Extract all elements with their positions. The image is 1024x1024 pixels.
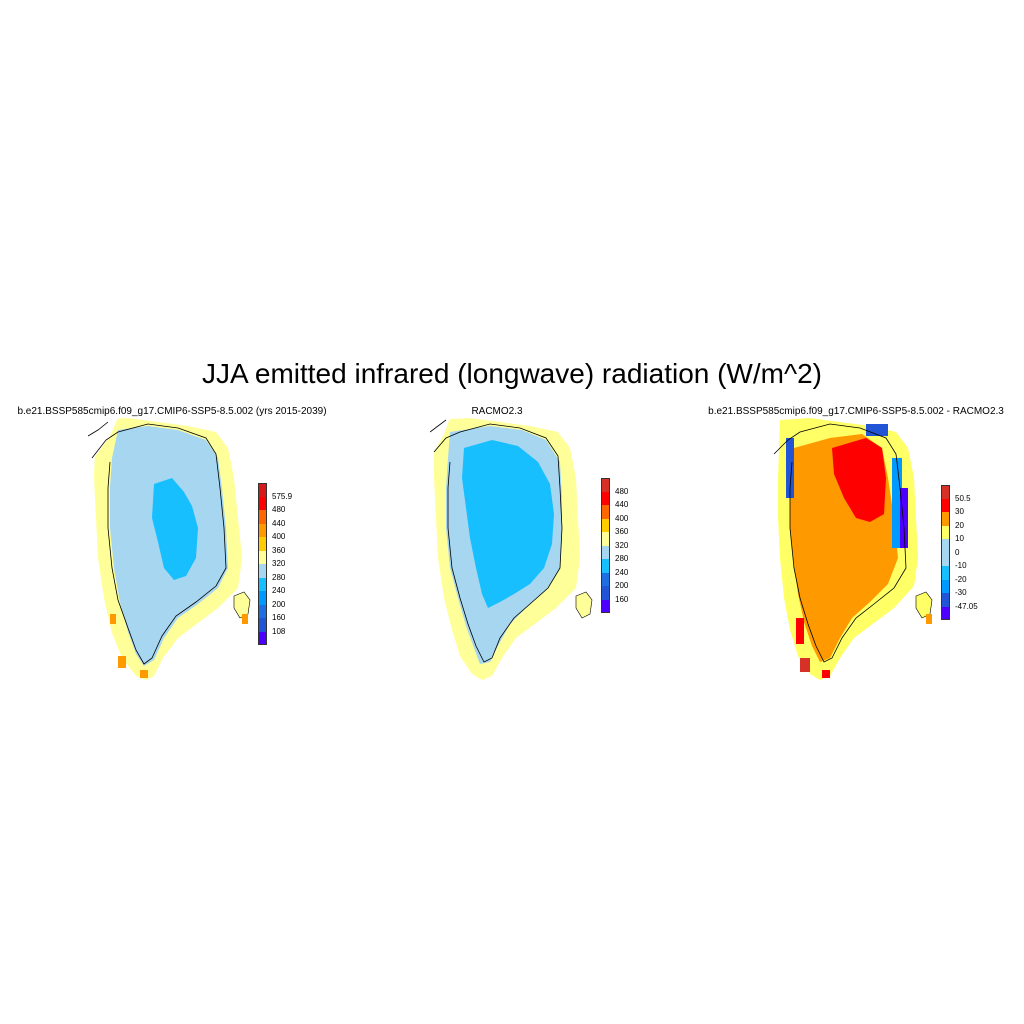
- colorbar-label: 200: [615, 581, 629, 590]
- colorbar-label: 400: [615, 513, 629, 523]
- panel-2-title: RACMO2.3: [471, 406, 523, 417]
- colorbar-swatch: [601, 491, 610, 505]
- colorbar-label: 108: [272, 626, 286, 636]
- edge-anomaly: [900, 488, 908, 548]
- colorbar-swatch: [601, 505, 610, 519]
- colorbar-swatch: [601, 559, 610, 573]
- coastline: [433, 423, 563, 663]
- island-patch: [926, 614, 932, 624]
- colorbar-label: 20: [955, 520, 964, 530]
- colorbar-label: 10: [955, 534, 964, 543]
- coastline: [773, 423, 907, 663]
- colorbar-label: 30: [955, 507, 964, 516]
- colorbar-label: -20: [955, 574, 967, 584]
- island-patch: [242, 614, 248, 624]
- colorbar-label: 50.5: [955, 493, 971, 503]
- panel-3-title: b.e21.BSSP585cmip6.f09_g17.CMIP6-SSP5-8.…: [708, 406, 1004, 417]
- colorbar-swatch: [941, 512, 950, 526]
- coastal-patch: [140, 670, 148, 678]
- colorbar-label: 280: [272, 572, 286, 582]
- interior-core: [462, 440, 554, 608]
- colorbar-swatch: [941, 498, 950, 512]
- colorbar-label: 440: [615, 500, 629, 509]
- colorbar-swatch: [941, 552, 950, 566]
- coastline-north: [430, 419, 447, 433]
- colorbar-swatch: [941, 539, 950, 553]
- colorbar-label: -30: [955, 588, 967, 597]
- colorbar-swatch: [941, 606, 950, 620]
- edge-anomaly: [786, 438, 794, 498]
- colorbar-swatch: [258, 618, 267, 632]
- colorbar-swatch: [258, 550, 267, 564]
- colorbar-swatch: [258, 564, 267, 578]
- panel-2-map: [430, 418, 630, 682]
- coastline: [91, 423, 227, 665]
- colorbar-swatch: [258, 537, 267, 551]
- colorbar-label: 320: [615, 540, 629, 550]
- colorbar-swatch: [258, 577, 267, 591]
- colorbar-label: 160: [272, 613, 286, 622]
- edge-anomaly: [796, 618, 804, 644]
- colorbar-label: -10: [955, 561, 967, 570]
- panel-3-map: [770, 418, 970, 682]
- colorbar-label: 240: [615, 567, 629, 577]
- colorbar-swatch: [258, 483, 267, 497]
- island: [575, 591, 593, 619]
- colorbar-label: 360: [272, 545, 286, 555]
- colorbar-swatch: [601, 599, 610, 613]
- land-corner: [430, 418, 450, 454]
- panel-1-map: [88, 418, 288, 682]
- panel-1-title: b.e21.BSSP585cmip6.f09_g17.CMIP6-SSP5-8.…: [17, 406, 327, 417]
- land-corner: [88, 418, 118, 460]
- colorbar-label: 160: [615, 594, 629, 604]
- colorbar-swatch: [941, 593, 950, 607]
- colorbar-label: 480: [272, 505, 286, 514]
- warm-anomaly: [832, 438, 886, 522]
- colorbar-label: 480: [615, 486, 629, 496]
- colorbar-label: 360: [615, 527, 629, 536]
- colorbar-swatch: [258, 510, 267, 524]
- colorbar-swatch: [941, 525, 950, 539]
- colorbar-label: 400: [272, 532, 286, 541]
- colorbar-swatch: [941, 566, 950, 580]
- colorbar-swatch: [601, 586, 610, 600]
- coastal-patch: [110, 614, 116, 624]
- colorbar-swatch: [601, 518, 610, 532]
- colorbar-label: 440: [272, 518, 286, 528]
- edge-anomaly: [800, 658, 810, 672]
- colorbar-swatch: [601, 572, 610, 586]
- colorbar-swatch: [941, 579, 950, 593]
- colorbar-swatch: [941, 485, 950, 499]
- colorbar-label: 0: [955, 547, 960, 557]
- colorbar-swatch: [258, 496, 267, 510]
- colorbar-label: 200: [272, 599, 286, 609]
- colorbar-swatch: [601, 532, 610, 546]
- colorbar-label: 575.9: [272, 491, 293, 501]
- interior-core: [152, 478, 198, 580]
- figure-title: JJA emitted infrared (longwave) radiatio…: [201, 358, 823, 389]
- edge-anomaly: [866, 424, 888, 436]
- colorbar-swatch: [601, 545, 610, 559]
- colorbar-swatch: [258, 604, 267, 618]
- colorbar-swatch: [258, 591, 267, 605]
- colorbar-label: 320: [272, 559, 286, 568]
- edge-anomaly: [892, 458, 902, 548]
- colorbar-swatch: [258, 631, 267, 645]
- colorbar-label: -47.05: [955, 601, 978, 611]
- colorbar-swatch: [258, 523, 267, 537]
- colorbar-label: 280: [615, 554, 629, 563]
- colorbar-swatch: [601, 478, 610, 492]
- coastal-patch: [118, 656, 126, 668]
- coastline-north: [88, 421, 109, 437]
- edge-anomaly: [822, 670, 830, 678]
- colorbar-label: 240: [272, 586, 286, 595]
